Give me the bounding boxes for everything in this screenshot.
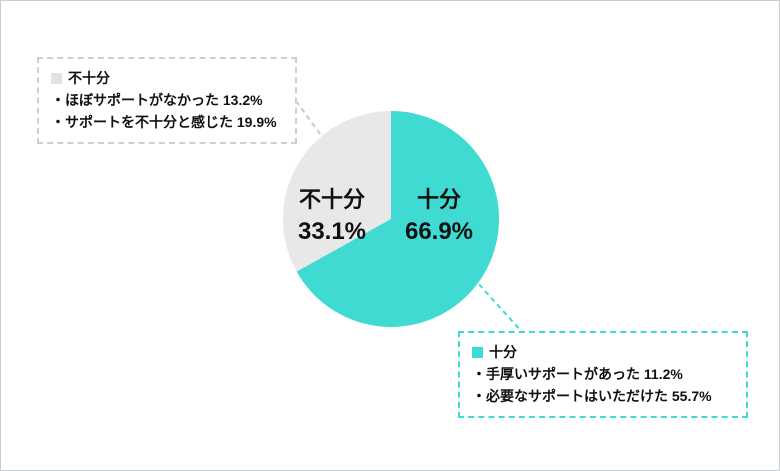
pie-label-sufficient: 十分 66.9%: [389, 185, 489, 249]
callout-sufficient-item-pct: 55.7%: [671, 388, 712, 404]
legend-swatch-sufficient: [472, 346, 483, 358]
insufficient-slice-percent: 33.1%: [297, 218, 367, 245]
callout-sufficient-item-text: ・手厚いサポートがあった: [472, 366, 640, 382]
callout-insufficient: 不十分 ・ほぼサポートがなかった 13.2% ・サポートを不十分と感じた 19.…: [37, 57, 297, 144]
sufficient-slice-label: 十分: [416, 187, 461, 212]
callout-sufficient-header: 十分: [472, 341, 734, 363]
callout-sufficient-item-pct: 11.2%: [643, 366, 683, 382]
callout-insufficient-item-text: ・サポートを不十分と感じた: [51, 114, 233, 130]
callout-insufficient-item-pct: 13.2%: [222, 92, 263, 108]
callout-insufficient-header: 不十分: [51, 67, 283, 89]
callout-sufficient-item-text: ・必要なサポートはいただけた: [472, 388, 668, 404]
callout-sufficient-title: 十分: [489, 344, 517, 360]
insufficient-slice-label: 不十分: [298, 187, 365, 212]
callout-insufficient-title: 不十分: [68, 70, 110, 86]
callout-insufficient-item: ・サポートを不十分と感じた 19.9%: [51, 111, 283, 133]
sufficient-slice-percent: 66.9%: [404, 218, 474, 245]
pie-label-insufficient: 不十分 33.1%: [282, 185, 382, 249]
callout-sufficient-item: ・手厚いサポートがあった 11.2%: [472, 363, 734, 385]
callout-insufficient-item-text: ・ほぼサポートがなかった: [51, 92, 219, 108]
callout-insufficient-item-pct: 19.9%: [236, 114, 277, 130]
callout-sufficient-item: ・必要なサポートはいただけた 55.7%: [472, 385, 734, 407]
pie-chart[interactable]: [283, 111, 499, 327]
legend-swatch-insufficient: [51, 72, 62, 84]
callout-sufficient: 十分 ・手厚いサポートがあった 11.2% ・必要なサポートはいただけた 55.…: [458, 331, 748, 418]
leader-line-insufficient: [295, 100, 324, 139]
callout-insufficient-item: ・ほぼサポートがなかった 13.2%: [51, 89, 283, 111]
